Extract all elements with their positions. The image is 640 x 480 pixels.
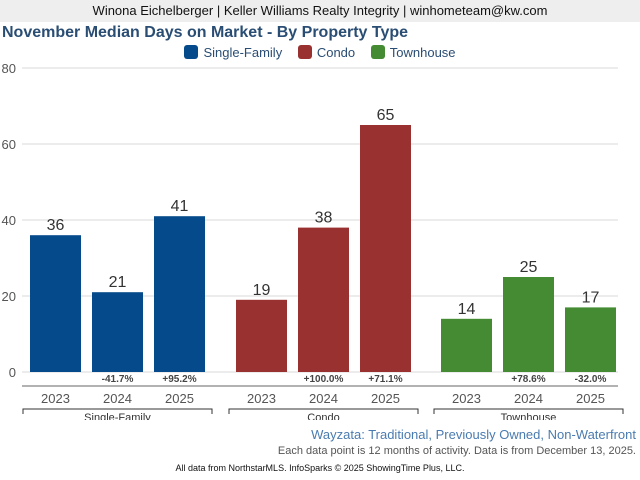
group-label: Townhouse <box>501 412 557 420</box>
legend-label: Townhouse <box>389 45 456 60</box>
x-tick-label: 2023 <box>247 391 276 406</box>
change-label: -32.0% <box>575 374 607 385</box>
y-tick-label: 0 <box>9 365 16 380</box>
change-label: +78.6% <box>511 374 545 385</box>
data-label: 41 <box>171 198 189 215</box>
x-tick-label: 2024 <box>514 391 543 406</box>
chart-title: November Median Days on Market - By Prop… <box>2 24 409 41</box>
bar <box>92 292 143 372</box>
legend-item-single-family[interactable]: Single-Family <box>184 45 282 60</box>
data-label: 14 <box>458 301 476 318</box>
data-label: 38 <box>315 210 333 227</box>
legend-swatch <box>184 45 199 59</box>
y-tick-label: 60 <box>2 137 16 152</box>
data-label: 17 <box>582 289 600 306</box>
change-label: +71.1% <box>368 374 402 385</box>
data-note: Each data point is 12 months of activity… <box>277 445 636 457</box>
change-label: +95.2% <box>162 374 196 385</box>
data-label: 19 <box>253 282 271 299</box>
change-label: -41.7% <box>102 374 134 385</box>
legend: Single-Family Condo Townhouse <box>0 45 640 60</box>
legend-item-condo[interactable]: Condo <box>297 45 356 60</box>
bar <box>298 227 349 372</box>
bar <box>154 216 205 372</box>
group-label: Condo <box>307 412 339 420</box>
y-tick-label: 20 <box>2 289 16 304</box>
y-tick-label: 80 <box>2 61 16 76</box>
x-tick-label: 2023 <box>452 391 481 406</box>
change-label: +100.0% <box>304 374 344 385</box>
bar <box>30 235 81 372</box>
data-label: 21 <box>109 274 127 291</box>
legend-swatch <box>297 45 312 59</box>
group-bracket <box>228 408 419 414</box>
data-label: 36 <box>47 217 65 234</box>
legend-item-townhouse[interactable]: Townhouse <box>370 45 456 60</box>
source-credit: All data from NorthstarMLS. InfoSparks ©… <box>175 463 465 473</box>
bar <box>503 277 554 372</box>
legend-swatch <box>370 45 385 59</box>
x-tick-label: 2025 <box>576 391 605 406</box>
x-tick-label: 2023 <box>41 391 70 406</box>
group-bracket <box>433 408 624 414</box>
bar <box>360 125 411 372</box>
x-tick-label: 2024 <box>103 391 132 406</box>
bar <box>441 318 492 372</box>
agent-header: Winona Eichelberger | Keller Williams Re… <box>0 0 640 22</box>
bar <box>236 299 287 372</box>
data-label: 25 <box>520 259 538 276</box>
x-tick-label: 2024 <box>309 391 338 406</box>
x-tick-label: 2025 <box>165 391 194 406</box>
bar <box>565 307 616 372</box>
data-label: 65 <box>377 107 395 124</box>
bar-chart: 0 20 40 60 80 36 2023 21 -41.7% 2024 41 +95.2% 2025 S… <box>2 61 624 420</box>
legend-label: Condo <box>316 45 356 60</box>
group-label: Single-Family <box>84 412 151 420</box>
area-filter-label: Wayzata: Traditional, Previously Owned, … <box>311 427 636 442</box>
legend-label: Single-Family <box>203 45 283 60</box>
x-tick-label: 2025 <box>371 391 400 406</box>
group-bracket <box>22 408 213 414</box>
y-tick-label: 40 <box>2 213 16 228</box>
